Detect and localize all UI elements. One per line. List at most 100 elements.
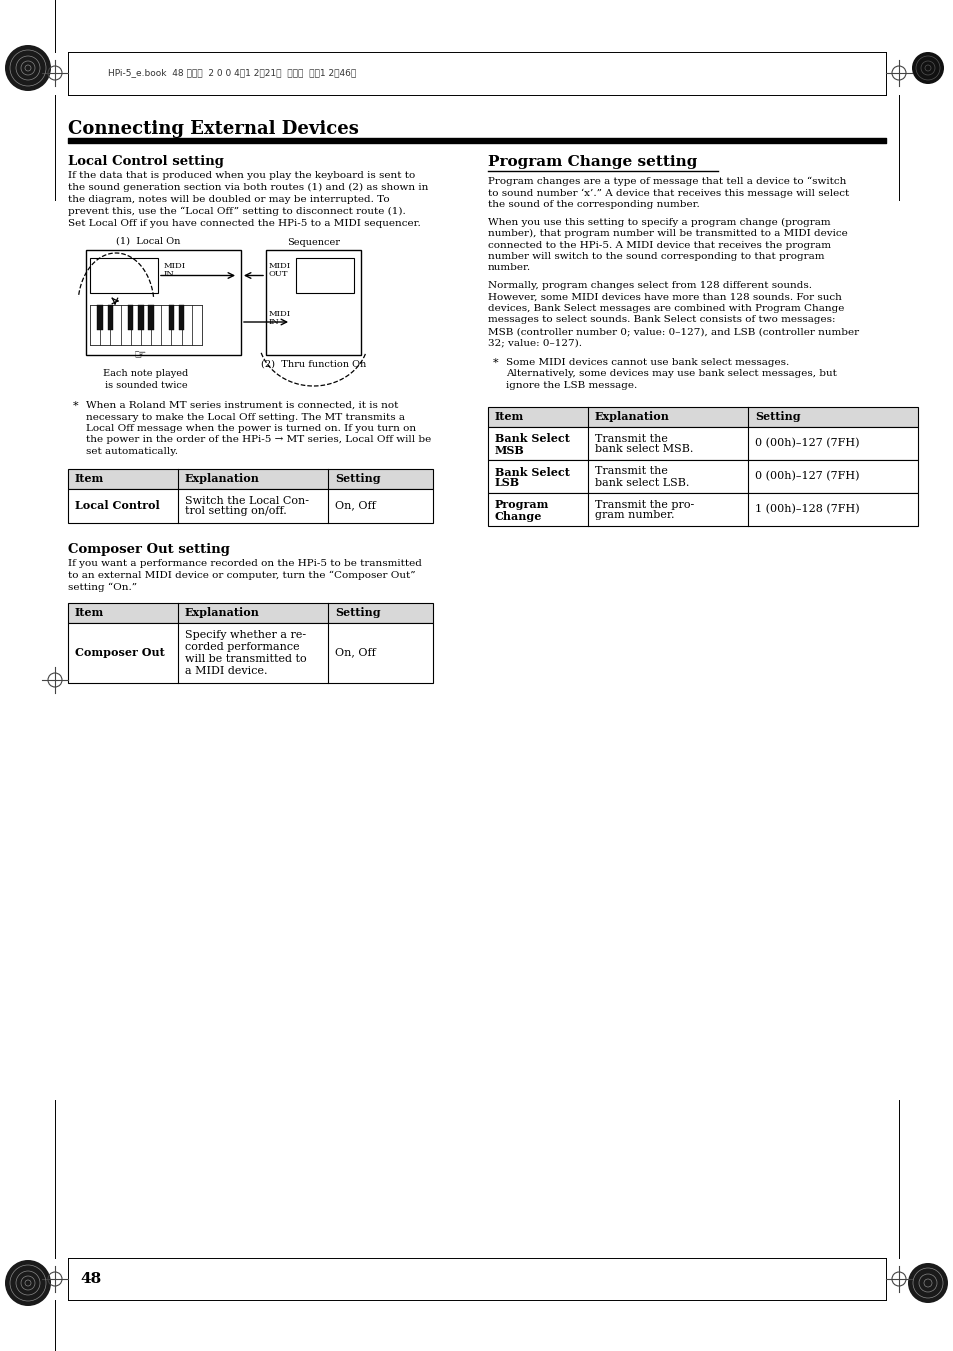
Text: Local Control setting: Local Control setting bbox=[68, 155, 224, 168]
Bar bbox=[161, 305, 172, 345]
Text: MIDI: MIDI bbox=[269, 262, 291, 270]
Text: Explanation: Explanation bbox=[185, 607, 259, 617]
Text: corded performance: corded performance bbox=[185, 642, 299, 651]
Text: number will switch to the sound corresponding to that program: number will switch to the sound correspo… bbox=[488, 253, 823, 261]
Bar bbox=[172, 305, 181, 345]
Text: Transmit the: Transmit the bbox=[595, 434, 667, 443]
Bar bbox=[90, 305, 202, 345]
Bar bbox=[131, 305, 141, 345]
Text: However, some MIDI devices have more than 128 sounds. For such: However, some MIDI devices have more tha… bbox=[488, 293, 841, 301]
Bar bbox=[90, 258, 158, 293]
Text: gram number.: gram number. bbox=[595, 511, 674, 520]
Text: When you use this setting to specify a program change (program: When you use this setting to specify a p… bbox=[488, 218, 830, 227]
Text: number), that program number will be transmitted to a MIDI device: number), that program number will be tra… bbox=[488, 230, 847, 238]
Text: (1)  Local On: (1) Local On bbox=[116, 236, 180, 246]
Text: ignore the LSB message.: ignore the LSB message. bbox=[505, 381, 637, 390]
Bar bbox=[138, 305, 144, 330]
Text: MSB (controller number 0; value: 0–127), and LSB (controller number: MSB (controller number 0; value: 0–127),… bbox=[488, 327, 859, 336]
Text: Sound
Generator: Sound Generator bbox=[100, 265, 148, 285]
Bar bbox=[266, 250, 360, 355]
Bar bbox=[68, 489, 433, 523]
Text: Each note played
is sounded twice: Each note played is sounded twice bbox=[103, 369, 189, 390]
Text: a MIDI device.: a MIDI device. bbox=[185, 666, 267, 676]
Text: Some MIDI devices cannot use bank select messages.: Some MIDI devices cannot use bank select… bbox=[505, 358, 788, 367]
Text: set automatically.: set automatically. bbox=[86, 447, 178, 457]
Text: OUT: OUT bbox=[164, 317, 183, 326]
Text: If the data that is produced when you play the keyboard is sent to: If the data that is produced when you pl… bbox=[68, 172, 415, 180]
Text: devices, Bank Select messages are combined with Program Change: devices, Bank Select messages are combin… bbox=[488, 304, 843, 313]
Text: Alternatively, some devices may use bank select messages, but: Alternatively, some devices may use bank… bbox=[505, 370, 836, 378]
Bar bbox=[295, 258, 354, 293]
Text: 48: 48 bbox=[80, 1273, 101, 1286]
Text: *: * bbox=[493, 358, 498, 367]
Text: Composer Out setting: Composer Out setting bbox=[68, 543, 230, 555]
Text: Transmit the: Transmit the bbox=[595, 466, 667, 477]
Text: Composer Out: Composer Out bbox=[75, 647, 165, 658]
Bar bbox=[100, 305, 111, 345]
Text: Local Off message when the power is turned on. If you turn on: Local Off message when the power is turn… bbox=[86, 424, 416, 434]
Text: On, Off: On, Off bbox=[335, 500, 375, 511]
Text: 0 (00h)–127 (7FH): 0 (00h)–127 (7FH) bbox=[754, 438, 859, 449]
Circle shape bbox=[5, 45, 51, 91]
Text: Bank Select: Bank Select bbox=[495, 466, 569, 477]
Text: connected to the HPi-5. A MIDI device that receives the program: connected to the HPi-5. A MIDI device th… bbox=[488, 240, 830, 250]
Bar bbox=[97, 305, 103, 330]
Bar bbox=[108, 305, 113, 330]
Text: Item: Item bbox=[75, 473, 104, 484]
Text: ☞: ☞ bbox=[134, 347, 147, 361]
Bar bbox=[181, 305, 192, 345]
Text: Set Local Off if you have connected the HPi-5 to a MIDI sequencer.: Set Local Off if you have connected the … bbox=[68, 219, 420, 228]
Circle shape bbox=[5, 1260, 51, 1306]
Bar bbox=[141, 305, 151, 345]
Bar bbox=[148, 305, 153, 330]
Bar bbox=[111, 305, 120, 345]
Text: the sound of the corresponding number.: the sound of the corresponding number. bbox=[488, 200, 699, 209]
Text: Transmit the pro-: Transmit the pro- bbox=[595, 500, 694, 509]
Text: trol setting on/off.: trol setting on/off. bbox=[185, 507, 287, 516]
Text: MIDI: MIDI bbox=[269, 309, 291, 317]
Text: Explanation: Explanation bbox=[595, 411, 669, 422]
Text: Setting: Setting bbox=[754, 411, 800, 422]
Bar bbox=[68, 603, 433, 623]
Bar bbox=[488, 493, 917, 526]
Text: number.: number. bbox=[488, 263, 531, 273]
Text: MIDI: MIDI bbox=[164, 309, 186, 317]
Bar bbox=[488, 407, 917, 427]
Text: will be transmitted to: will be transmitted to bbox=[185, 654, 306, 663]
Text: (2)  Thru function On: (2) Thru function On bbox=[261, 359, 366, 369]
Bar bbox=[488, 459, 917, 493]
Text: Memory: Memory bbox=[306, 272, 344, 280]
Text: the diagram, notes will be doubled or may be interrupted. To: the diagram, notes will be doubled or ma… bbox=[68, 195, 389, 204]
Text: Bank Select: Bank Select bbox=[495, 434, 569, 444]
Text: bank select MSB.: bank select MSB. bbox=[595, 444, 693, 454]
Text: bank select LSB.: bank select LSB. bbox=[595, 477, 689, 488]
Text: Program Change setting: Program Change setting bbox=[488, 155, 697, 169]
Bar bbox=[68, 469, 433, 489]
Text: setting “On.”: setting “On.” bbox=[68, 582, 137, 592]
Text: If you want a performance recorded on the HPi-5 to be transmitted: If you want a performance recorded on th… bbox=[68, 558, 421, 567]
Text: Program: Program bbox=[495, 500, 549, 511]
Bar bbox=[488, 427, 917, 459]
Text: IN: IN bbox=[164, 270, 174, 278]
Text: the sound generation section via both routes (1) and (2) as shown in: the sound generation section via both ro… bbox=[68, 182, 428, 192]
Text: 32; value: 0–127).: 32; value: 0–127). bbox=[488, 339, 581, 347]
Text: messages to select sounds. Bank Select consists of two messages:: messages to select sounds. Bank Select c… bbox=[488, 316, 835, 324]
Text: IN: IN bbox=[269, 317, 279, 326]
Text: Item: Item bbox=[75, 607, 104, 617]
Text: Explanation: Explanation bbox=[185, 473, 259, 484]
Text: Change: Change bbox=[495, 511, 542, 521]
Bar bbox=[151, 305, 161, 345]
Text: 1 (00h)–128 (7FH): 1 (00h)–128 (7FH) bbox=[754, 504, 859, 515]
Text: Sequencer: Sequencer bbox=[287, 238, 339, 247]
Text: necessary to make the Local Off setting. The MT transmits a: necessary to make the Local Off setting.… bbox=[86, 412, 405, 422]
Bar bbox=[178, 305, 184, 330]
Text: prevent this, use the “Local Off” setting to disconnect route (1).: prevent this, use the “Local Off” settin… bbox=[68, 207, 405, 216]
Text: LSB: LSB bbox=[495, 477, 519, 489]
Text: Item: Item bbox=[495, 411, 524, 422]
Text: MSB: MSB bbox=[495, 444, 524, 455]
Bar bbox=[86, 250, 241, 355]
Text: Specify whether a re-: Specify whether a re- bbox=[185, 630, 306, 639]
Circle shape bbox=[911, 51, 943, 84]
Text: Setting: Setting bbox=[335, 473, 380, 484]
Text: the power in the order of the HPi-5 → MT series, Local Off will be: the power in the order of the HPi-5 → MT… bbox=[86, 435, 431, 444]
